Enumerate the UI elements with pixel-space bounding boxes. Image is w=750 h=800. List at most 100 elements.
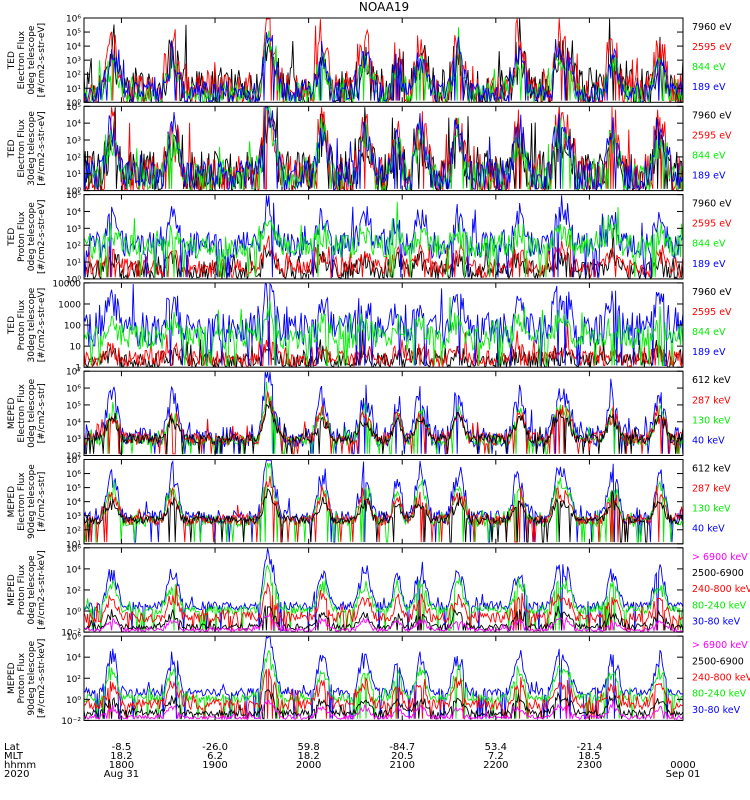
panel-ted-p-0: 10⁰ 10¹ 10² 10³ 10⁴ 10⁵ TEDProton Flux0deg tel… <box>7 191 732 285</box>
y-axis-label: MEPEDElectron Flux0deg telescope[#/cm2-s… <box>7 378 47 448</box>
y-tick-label: 10³ <box>66 435 81 445</box>
legend-item: 80-240 keV <box>692 689 747 700</box>
legend-item: 7960 eV <box>692 22 732 33</box>
y-axis-label-line: Electron Flux <box>17 383 27 442</box>
y-tick-label: 10² <box>66 242 81 252</box>
y-tick-label: 10⁰ <box>66 275 81 285</box>
x-tick-label: 2300 <box>577 760 602 771</box>
y-tick-label: 10² <box>66 452 81 462</box>
legend-item: 7960 eV <box>692 287 732 298</box>
y-tick-label: 10² <box>66 586 81 596</box>
series-line-612-kev <box>84 488 683 543</box>
series-line-189-ev <box>84 106 683 191</box>
y-tick-label: 10⁴ <box>66 498 81 508</box>
y-tick-label: 10⁶ <box>66 470 81 480</box>
series-line--6900-kev <box>84 612 683 633</box>
x-tick-label: -21.4 <box>576 742 602 753</box>
panel-ted-e-30: 10⁰ 10¹ 10² 10³ 10⁴ 10⁵ TEDElectron Flux30deg … <box>7 103 732 197</box>
legend-item: 2595 eV <box>692 307 732 318</box>
y-axis-label-line: [#/cm2-s-str-keV] <box>37 550 47 629</box>
y-tick-label: 10⁰ <box>66 696 81 706</box>
series-line-7960-ev <box>84 107 683 191</box>
y-tick-label: 10² <box>66 153 81 163</box>
legend-item: 189 eV <box>692 347 726 358</box>
y-axis-label-line: Proton Flux <box>17 299 27 350</box>
legend-item: 40 keV <box>692 524 725 535</box>
y-tick-label: 10⁰ <box>66 187 81 197</box>
legend-item: 240-800 keV <box>692 584 750 595</box>
y-axis-label-line: Proton Flux <box>17 211 27 262</box>
y-tick-label: 10⁴ <box>66 654 81 664</box>
series-group <box>84 282 683 368</box>
y-axis-label-line: 30deg telescope <box>27 287 37 362</box>
legend-item: 40 keV <box>692 435 725 446</box>
legend: 7960 eV 2595 eV 844 eV 189 eV <box>692 22 732 93</box>
series-line-189-ev <box>84 32 683 103</box>
y-axis-label-line: 0deg telescope <box>27 25 37 95</box>
series-group <box>84 371 683 455</box>
legend-item: > 6900 keV <box>692 552 748 563</box>
legend: 612 keV 287 keV 130 keV 40 keV <box>692 464 731 535</box>
y-axis-label-line: [#/cm2-s-str] <box>37 472 47 532</box>
legend: 7960 eV 2595 eV 844 eV 189 eV <box>692 110 732 181</box>
y-tick-label: 10⁻² <box>61 717 81 727</box>
y-axis-label-line: MEPED <box>7 662 17 694</box>
y-tick-label: 10⁴ <box>66 43 81 53</box>
x-tick-label: 0000 <box>670 760 695 771</box>
panel-frame <box>83 105 684 192</box>
y-tick-label: 10⁶ <box>66 544 81 554</box>
y-tick-label: 10³ <box>66 225 81 235</box>
x-tick-label: 18.2 <box>297 751 319 762</box>
legend-item: 2595 eV <box>692 130 732 141</box>
x-tick-label: 2200 <box>483 760 508 771</box>
x-tick-label: 53.4 <box>485 742 507 753</box>
y-axis-label: MEPEDProton Flux0deg telescope[#/cm2-s-s… <box>7 550 47 629</box>
series-line-844-ev <box>84 201 683 278</box>
y-axis-label-line: Proton Flux <box>17 652 27 703</box>
chart-title: NOAA19 <box>359 0 409 14</box>
x-row-label: hhmm <box>4 760 36 771</box>
series-line-2595-ev <box>84 18 683 103</box>
legend-item: 189 eV <box>692 259 726 270</box>
legend-item: 287 keV <box>692 395 731 406</box>
x-tick-label: -84.7 <box>389 742 415 753</box>
legend-item: 844 eV <box>692 62 726 73</box>
series-line-189-ev <box>84 195 683 278</box>
y-tick-label: 10⁷ <box>66 368 81 378</box>
y-axis-label-line: Proton Flux <box>17 564 27 615</box>
panel-frame <box>83 370 684 457</box>
x-tick-label: -26.0 <box>202 742 228 753</box>
y-axis-label-line: [#/cm2-s-str-eV] <box>37 288 47 363</box>
panel-meped-p-0: 10⁻² 10⁰ 10² 10⁴ 10⁶ MEPEDProton Flux0deg tel… <box>7 544 750 638</box>
series-line-287-kev <box>84 475 683 543</box>
y-axis-label-line: TED <box>7 51 17 70</box>
y-axis-label: TEDProton Flux0deg telescope[#/cm2-s-str… <box>7 199 47 274</box>
y-axis-label: TEDElectron Flux30deg telescope[#/cm2-s-… <box>7 111 47 186</box>
legend-item: 287 keV <box>692 484 731 495</box>
legend-item: 844 eV <box>692 150 726 161</box>
legend-item: 189 eV <box>692 82 726 93</box>
y-axis-label-line: 0deg telescope <box>27 202 37 272</box>
y-tick-label: 10⁴ <box>66 565 81 575</box>
legend-item: > 6900 keV <box>692 640 748 651</box>
y-axis-label-line: Electron Flux <box>17 30 27 89</box>
x-tick-label: 2000 <box>296 760 321 771</box>
panel-frame <box>83 194 684 280</box>
series-group <box>84 459 683 543</box>
x-row-label: MLT <box>4 751 24 762</box>
series-line-2500-6900 <box>84 689 683 721</box>
legend-item: 30-80 keV <box>692 617 741 628</box>
y-axis-label-line: TED <box>7 139 17 158</box>
x-tick-label: 18.5 <box>578 751 600 762</box>
y-tick-label: 10³ <box>66 57 81 67</box>
y-axis-label-line: 0deg telescope <box>27 378 37 448</box>
legend-item: 2595 eV <box>692 219 732 230</box>
x-tick-label: -8.5 <box>112 742 132 753</box>
legend: 612 keV 287 keV 130 keV 40 keV <box>692 375 731 446</box>
y-tick-label: 10¹ <box>66 170 81 180</box>
y-tick-label: 10² <box>66 675 81 685</box>
legend: 7960 eV 2595 eV 844 eV 189 eV <box>692 199 732 270</box>
y-tick-label: 10⁰ <box>66 99 81 109</box>
x-tick-label: Sep 01 <box>666 769 701 780</box>
